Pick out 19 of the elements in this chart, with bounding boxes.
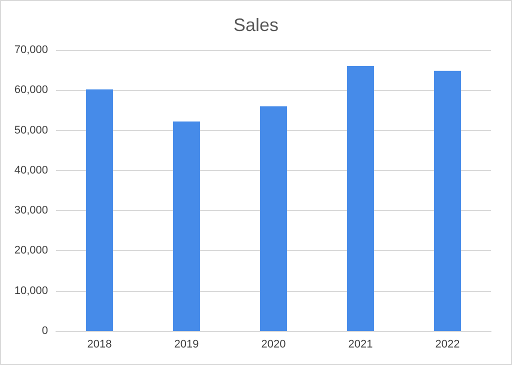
bar xyxy=(260,106,287,331)
x-tick-label: 2019 xyxy=(174,338,199,350)
x-tick-label: 2020 xyxy=(261,338,286,350)
y-tick-label: 10,000 xyxy=(14,284,48,297)
y-tick-label: 40,000 xyxy=(14,164,48,176)
bar xyxy=(173,121,200,331)
y-tick-label: 20,000 xyxy=(14,244,48,257)
y-tick-label: 70,000 xyxy=(14,44,48,56)
bar xyxy=(347,66,374,331)
x-tick-label: 2018 xyxy=(87,338,112,350)
y-tick-label: 50,000 xyxy=(14,124,48,136)
bar xyxy=(86,89,113,331)
chart-title: Sales xyxy=(233,15,279,35)
y-tick-label: 0 xyxy=(42,325,48,337)
x-tick-label: 2021 xyxy=(348,338,373,350)
x-tick-label: 2022 xyxy=(435,338,460,350)
y-tick-label: 30,000 xyxy=(14,204,48,217)
y-tick-label: 60,000 xyxy=(14,84,48,96)
bar xyxy=(434,70,461,331)
